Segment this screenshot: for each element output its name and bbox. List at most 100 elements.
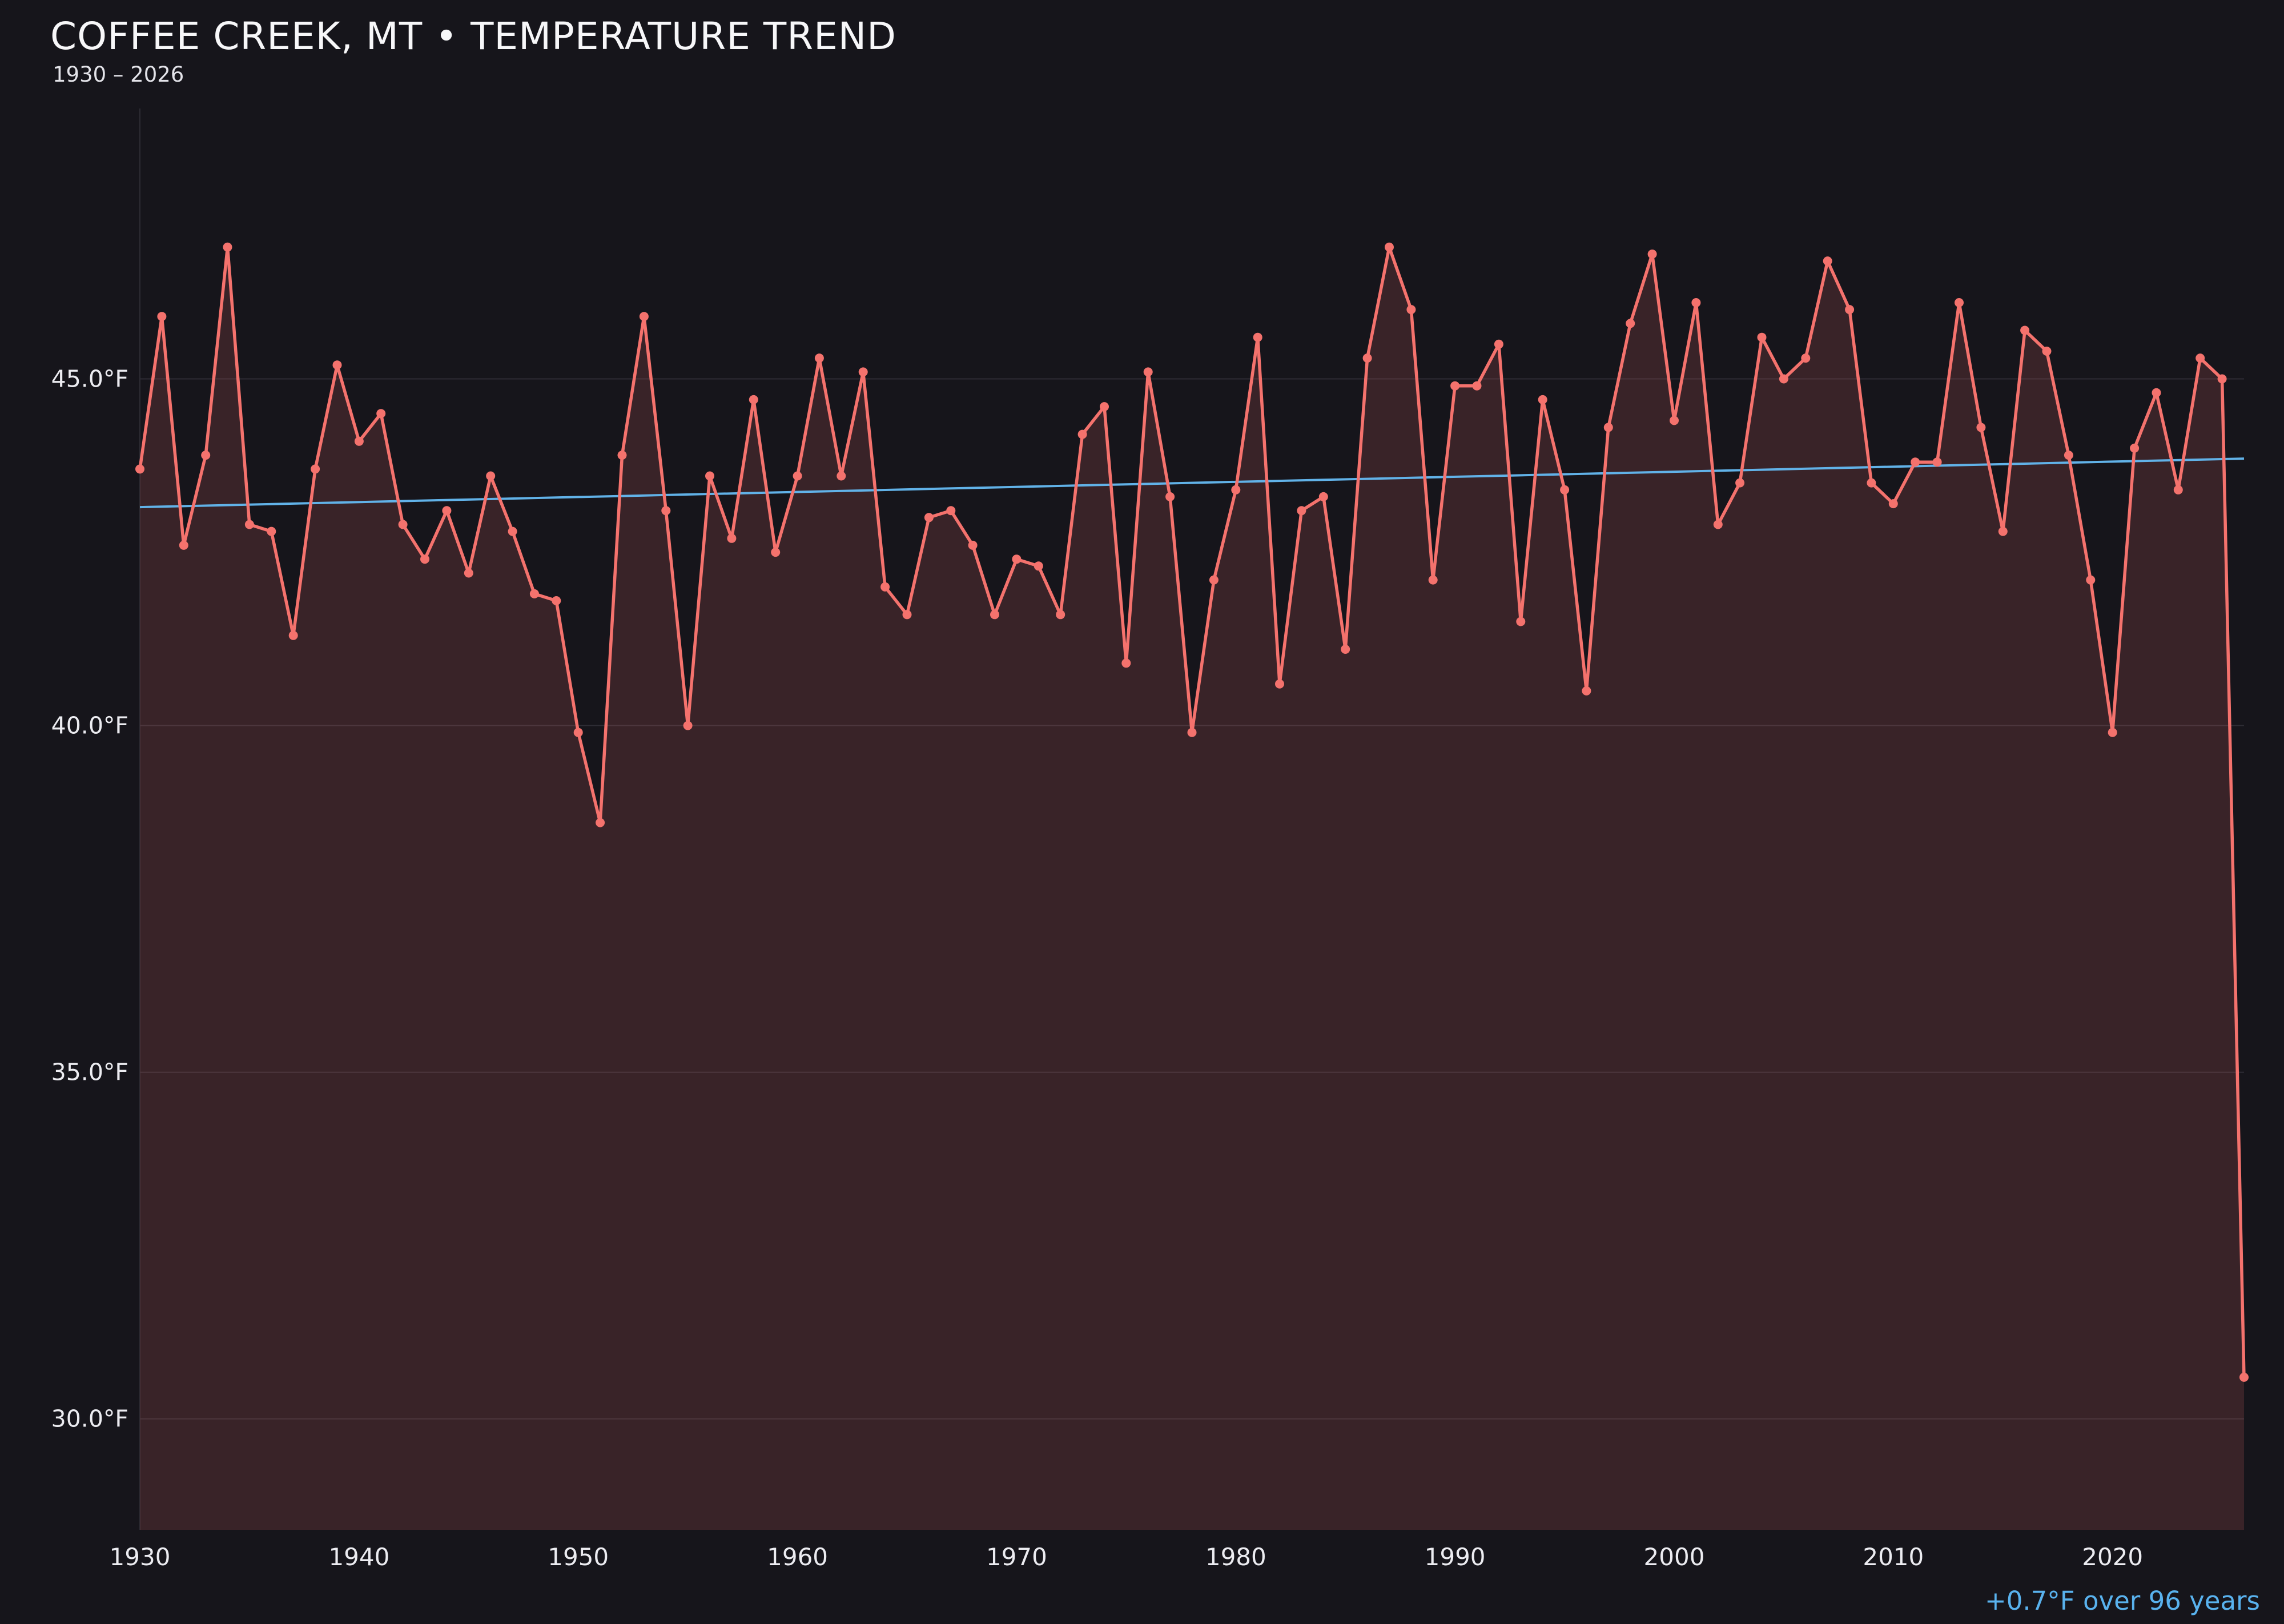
data-point [617,451,627,460]
data-point [990,610,999,620]
data-point [508,526,517,536]
data-point [1385,242,1394,252]
trend-summary: +0.7°F over 96 years [1984,1586,2260,1616]
data-point [661,506,671,516]
data-point [902,610,912,620]
data-point [420,554,429,564]
data-point [727,533,737,543]
data-point [464,568,473,578]
data-point [814,353,824,363]
data-point [2239,1372,2249,1382]
data-point [639,312,649,321]
data-point [968,540,978,550]
data-point [398,520,408,529]
y-tick-label: 45.0°F [51,365,128,393]
data-point [1670,416,1679,425]
data-point [924,513,934,522]
data-point [486,471,496,481]
data-point [793,471,802,481]
data-point [1231,485,1241,495]
data-point [1888,499,1898,509]
data-point [2108,727,2117,737]
data-point [837,471,846,481]
x-tick-label: 1970 [986,1543,1047,1571]
data-point [858,367,868,377]
data-point [1318,492,1328,501]
data-point [244,520,254,529]
data-point [1626,319,1635,328]
data-point [1472,381,1482,391]
data-point [1056,610,1065,620]
data-point [1275,679,1284,689]
data-point [376,409,386,419]
data-point [1932,457,1942,467]
data-point [2042,347,2052,356]
data-point [705,471,714,481]
data-point [749,395,758,404]
data-point [1538,395,1547,404]
data-point [1955,298,1964,307]
data-point [135,464,144,474]
chart-subtitle: 1930 – 2026 [53,62,184,87]
data-point [1998,526,2008,536]
data-point [1691,298,1701,307]
data-point [442,506,452,516]
data-point [311,464,320,474]
x-tick-label: 1940 [328,1543,389,1571]
data-point [1779,374,1788,384]
data-point [1121,658,1131,668]
data-point [1516,617,1526,626]
data-points [135,242,2249,1382]
x-tick-label: 1960 [767,1543,828,1571]
x-tick-label: 2000 [1644,1543,1705,1571]
y-tick-label: 30.0°F [51,1405,128,1433]
data-point [1012,554,1022,564]
data-point [1362,353,1372,363]
data-point [573,727,583,737]
data-point [552,596,561,605]
x-tick-label: 1950 [548,1543,609,1571]
x-tick-label: 1980 [1205,1543,1266,1571]
x-axis-labels: 1930 1940 1950 1960 1970 1980 1990 2000 2010 2020 [110,1543,2144,1571]
series-area [140,247,2244,1530]
data-point [1450,381,1460,391]
data-point [1209,575,1219,585]
x-tick-label: 1930 [110,1543,171,1571]
y-axis-labels: 45.0°F 40.0°F 35.0°F 30.0°F [51,365,128,1433]
data-point [179,540,188,550]
data-point [1143,367,1153,377]
data-point [2217,374,2227,384]
y-tick-label: 35.0°F [51,1059,128,1086]
data-point [1823,256,1832,266]
data-point [332,360,342,370]
data-point [1603,423,1613,432]
data-point [354,436,364,446]
trend-line [139,457,2245,509]
data-point [1165,492,1175,501]
data-point [1341,645,1350,654]
data-point [1406,305,1416,315]
data-point [2064,451,2073,460]
data-point [1801,353,1811,363]
data-point [2173,485,2183,495]
data-point [1100,402,1109,412]
data-point [771,548,781,557]
data-point [946,506,956,516]
x-tick-label: 2010 [1863,1543,1924,1571]
data-point [1034,561,1043,571]
data-point [2152,388,2161,397]
data-point [1494,339,1503,349]
data-point [1428,575,1438,585]
data-point [1077,429,1087,439]
x-tick-label: 1990 [1425,1543,1486,1571]
data-point [1582,686,1591,696]
data-point [1845,305,1855,315]
data-point [2130,443,2140,453]
data-point [596,818,605,827]
data-point [2195,353,2205,363]
data-point [1187,727,1197,737]
data-point [223,242,232,252]
y-tick-label: 40.0°F [51,712,128,739]
data-point [1867,478,1876,488]
data-point [1560,485,1570,495]
